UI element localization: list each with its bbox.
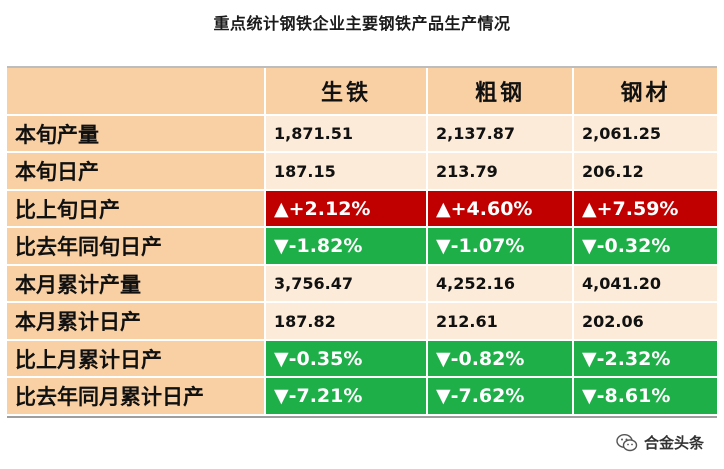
increase-cell: ▲+2.12% — [265, 189, 428, 229]
header-corner — [7, 68, 266, 116]
table-cell: 2,137.87 — [427, 114, 574, 154]
table-row: 本旬产量 1,871.51 2,137.87 2,061.25 — [7, 114, 717, 154]
table-row: 比上月累计日产 ▼-0.35% ▼-0.82% ▼-2.32% — [7, 339, 717, 379]
increase-cell: ▲+7.59% — [573, 189, 717, 229]
table-cell: 206.12 — [573, 152, 717, 191]
table-row: 比上旬日产 ▲+2.12% ▲+4.60% ▲+7.59% — [7, 189, 717, 229]
table-row: 本月累计产量 3,756.47 4,252.16 4,041.20 — [7, 264, 717, 304]
table-cell: 212.61 — [427, 302, 574, 341]
table-row: 比去年同月累计日产 ▼-7.21% ▼-7.62% ▼-8.61% — [7, 377, 717, 416]
column-header-pig-iron: 生铁 — [265, 68, 428, 116]
watermark-text: 合金头条 — [643, 434, 704, 452]
table-cell: 4,041.20 — [573, 264, 717, 304]
decrease-cell: ▼-1.82% — [265, 227, 428, 266]
table-row: 比去年同旬日产 ▼-1.82% ▼-1.07% ▼-0.32% — [7, 227, 717, 266]
table-cell: 4,252.16 — [427, 264, 574, 304]
row-label: 本旬产量 — [7, 114, 266, 154]
row-label: 比去年同月累计日产 — [7, 377, 266, 416]
row-label: 本旬日产 — [7, 152, 266, 191]
table-cell: 2,061.25 — [573, 114, 717, 154]
decrease-cell: ▼-0.32% — [573, 227, 717, 266]
table-cell: 1,871.51 — [265, 114, 428, 154]
table-cell: 213.79 — [427, 152, 574, 191]
table-cell: 3,756.47 — [265, 264, 428, 304]
row-label: 比上月累计日产 — [7, 339, 266, 379]
table-cell: 187.82 — [265, 302, 428, 341]
watermark: 合金头条 — [616, 432, 704, 453]
decrease-cell: ▼-7.21% — [265, 377, 428, 416]
column-header-steel-products: 钢材 — [573, 68, 717, 116]
table-row: 本月累计日产 187.82 212.61 202.06 — [7, 302, 717, 341]
table-row: 本旬日产 187.15 213.79 206.12 — [7, 152, 717, 191]
page-title: 重点统计钢铁企业主要钢铁产品生产情况 — [213, 14, 511, 33]
row-label: 比上旬日产 — [7, 189, 266, 229]
row-label: 比去年同旬日产 — [7, 227, 266, 266]
decrease-cell: ▼-2.32% — [573, 339, 717, 379]
table-cell: 187.15 — [265, 152, 428, 191]
wechat-icon — [616, 433, 638, 451]
row-label: 本月累计产量 — [7, 264, 266, 304]
row-label: 本月累计日产 — [7, 302, 266, 341]
decrease-cell: ▼-0.82% — [427, 339, 574, 379]
increase-cell: ▲+4.60% — [427, 189, 574, 229]
table-cell: 202.06 — [573, 302, 717, 341]
production-table: 生铁 粗钢 钢材 本旬产量 1,871.51 2,137.87 2,061.25… — [7, 68, 717, 416]
decrease-cell: ▼-0.35% — [265, 339, 428, 379]
decrease-cell: ▼-8.61% — [573, 377, 717, 416]
decrease-cell: ▼-1.07% — [427, 227, 574, 266]
table-top-rule — [7, 66, 717, 68]
column-header-crude-steel: 粗钢 — [427, 68, 574, 116]
decrease-cell: ▼-7.62% — [427, 377, 574, 416]
table-bottom-rule — [7, 416, 717, 418]
table-header-row: 生铁 粗钢 钢材 — [7, 68, 717, 116]
